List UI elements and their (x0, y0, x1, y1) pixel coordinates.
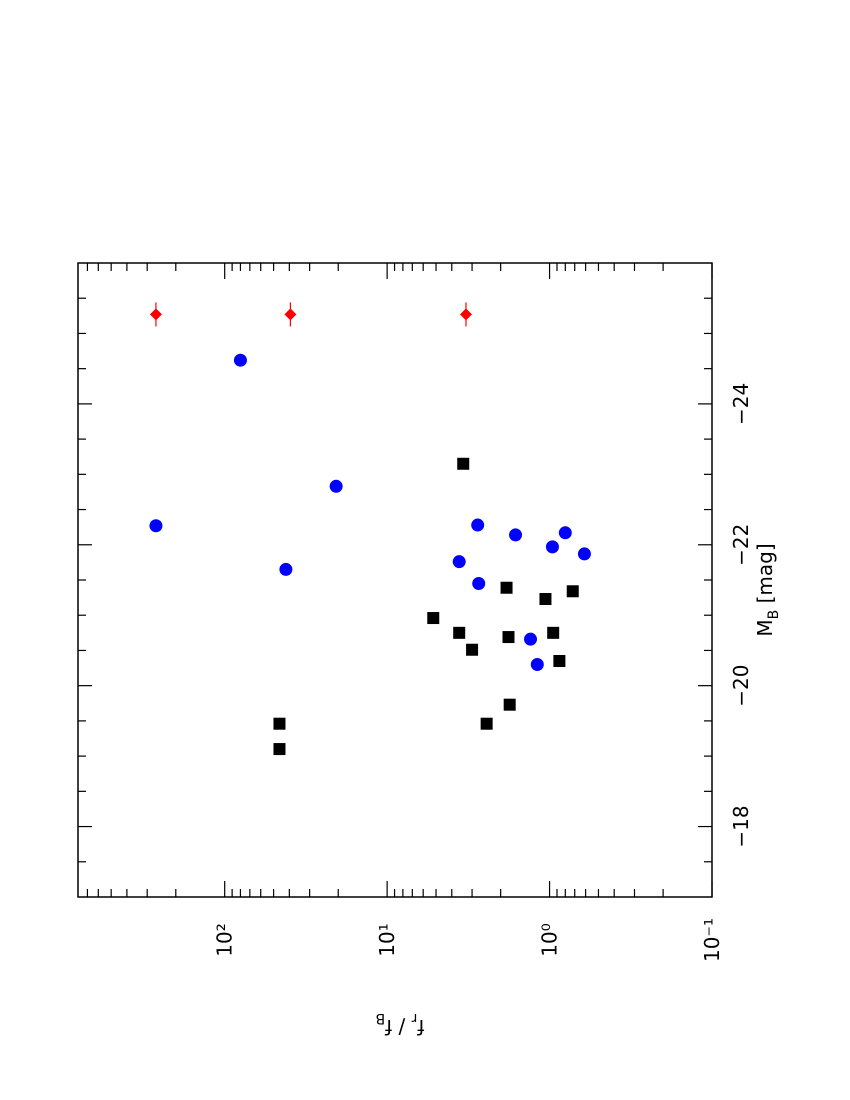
point (453, 626, 466, 639)
point (503, 698, 516, 711)
point (273, 717, 286, 730)
point (273, 743, 286, 756)
y-tick-label: 10⁰ (538, 923, 562, 956)
point (233, 353, 247, 367)
point (466, 643, 479, 656)
point (545, 540, 559, 554)
point (553, 655, 566, 668)
y-tick-label: 10¹ (375, 923, 399, 956)
point (452, 555, 466, 569)
point (480, 717, 493, 730)
point (279, 562, 293, 576)
point (149, 519, 163, 533)
point (524, 632, 538, 646)
point (149, 308, 162, 321)
point (566, 585, 579, 598)
point (509, 528, 523, 542)
point (457, 457, 470, 470)
y-tick-label: 10² (213, 923, 237, 956)
x-axis-label: MB [mag] (753, 543, 782, 636)
x-tick-label: −20 (729, 665, 753, 707)
point (558, 526, 572, 540)
x-tick-label: −18 (729, 805, 753, 847)
x-tick-label: −24 (729, 383, 753, 425)
point (471, 518, 485, 532)
point (472, 577, 486, 591)
point (284, 308, 297, 321)
point (539, 593, 552, 606)
point (500, 581, 513, 594)
point (459, 308, 472, 321)
plot-frame (77, 262, 713, 898)
y-tick-label: 10⁻¹ (700, 918, 724, 962)
point (547, 626, 560, 639)
point (427, 612, 440, 625)
point (502, 631, 515, 644)
point (530, 658, 544, 672)
point (329, 479, 343, 493)
y-axis-label: fr / fB (376, 1010, 425, 1039)
point (577, 547, 591, 561)
x-tick-label: −22 (729, 524, 753, 566)
